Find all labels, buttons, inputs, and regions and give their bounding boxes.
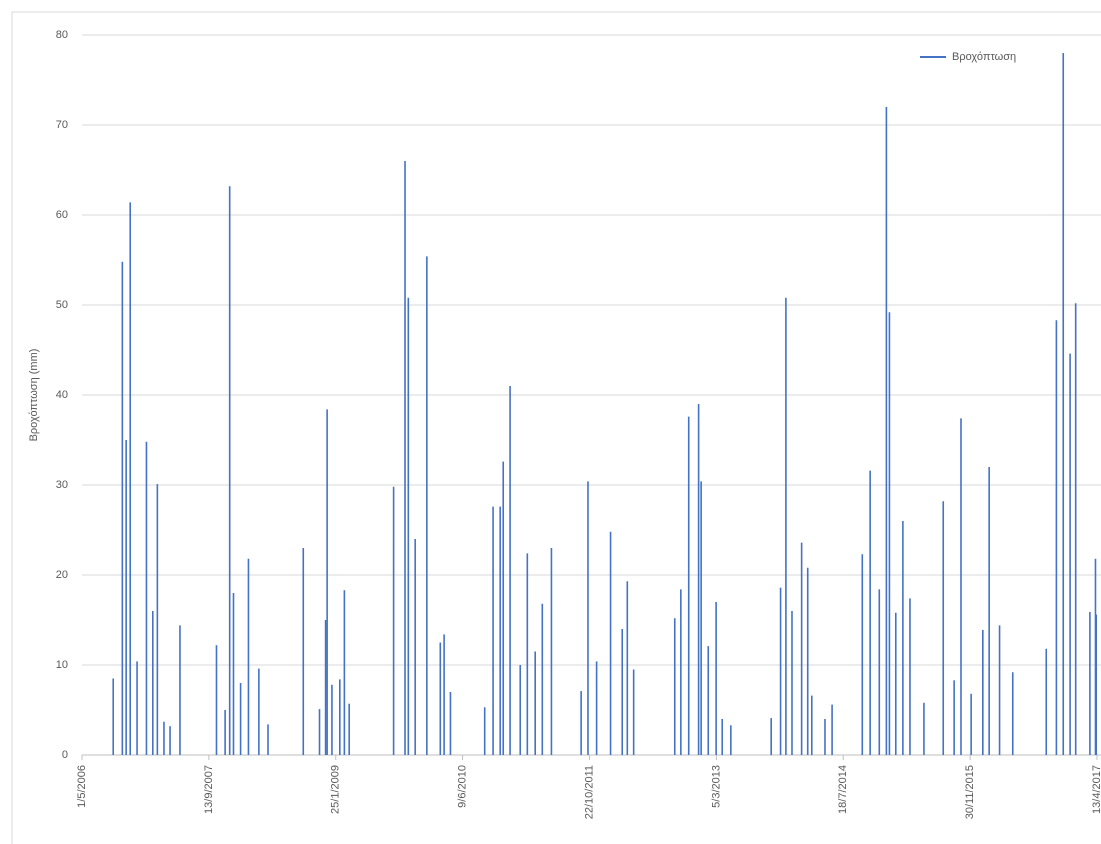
y-tick-label: 40 <box>56 389 68 401</box>
y-tick-label: 10 <box>56 659 68 671</box>
x-tick-label: 13/4/2017 <box>1091 765 1101 814</box>
x-tick-label: 1/5/2006 <box>76 765 88 808</box>
x-tick-label: 13/9/2007 <box>203 765 215 814</box>
y-tick-label: 70 <box>56 119 68 131</box>
x-tick-label: 22/10/2011 <box>583 765 595 819</box>
x-tick-label: 5/3/2013 <box>710 765 722 808</box>
legend-label: Βροχόπτωση <box>952 51 1016 63</box>
x-tick-label: 30/11/2015 <box>964 765 976 819</box>
y-tick-label: 0 <box>62 749 68 761</box>
y-tick-label: 20 <box>56 569 68 581</box>
x-tick-label: 9/6/2010 <box>457 765 469 808</box>
x-tick-label: 25/1/2009 <box>330 765 342 814</box>
y-tick-label: 80 <box>56 29 68 41</box>
y-axis-label: Βροχόπτωση (mm) <box>28 349 40 442</box>
x-tick-label: 18/7/2014 <box>837 765 849 814</box>
y-tick-label: 30 <box>56 479 68 491</box>
y-tick-label: 60 <box>56 209 68 221</box>
y-tick-label: 50 <box>56 299 68 311</box>
